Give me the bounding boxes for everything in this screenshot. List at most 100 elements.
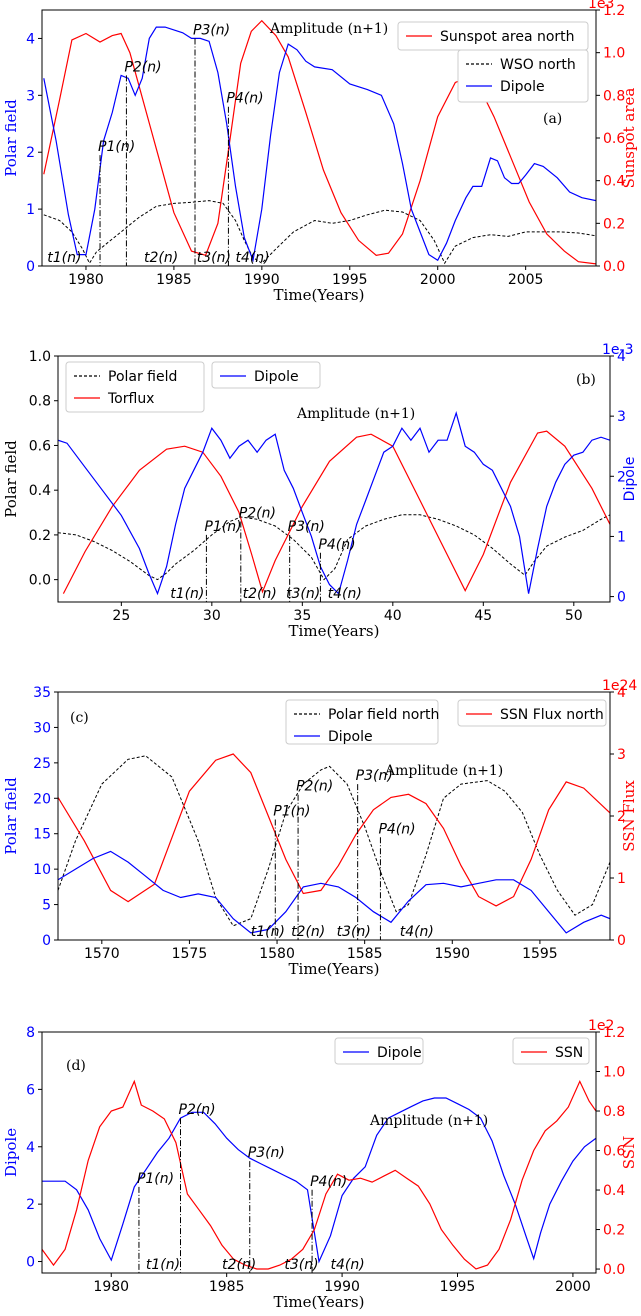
y-right-tick-label: 0.0 — [603, 1262, 625, 1278]
right-axis-exponent: 1e24 — [602, 678, 637, 694]
y-right-tick-label: 0.0 — [603, 259, 625, 275]
t-label-1: t1(n) — [251, 924, 285, 940]
legend-left: Dipole — [334, 1037, 424, 1065]
t-label-4: t4(n) — [400, 924, 434, 940]
y-left-tick-label: 20 — [33, 791, 51, 807]
legend-frame — [334, 1037, 424, 1065]
x-axis-label: Time(Years) — [274, 1293, 365, 1311]
x-axis-label: Time(Years) — [274, 286, 365, 304]
t-label-2: t2(n) — [144, 250, 178, 266]
y-right-tick-label: 0.8 — [603, 1104, 625, 1120]
y-right-axis-label: Sunspot area — [620, 88, 638, 189]
legend-right: Sunspot area north — [397, 21, 589, 51]
legend-entry: Sunspot area north — [440, 29, 575, 45]
x-tick-label: 35 — [293, 608, 311, 624]
marker-label-4: P4(n) — [378, 821, 415, 837]
series-line-1 — [58, 514, 610, 581]
x-tick-label: 1590 — [434, 946, 470, 962]
y-right-tick-label: 1.2 — [603, 1025, 625, 1041]
y-right-tick-label: 1 — [617, 871, 626, 887]
x-tick-label: 2005 — [508, 272, 544, 288]
x-axis-label: Time(Years) — [289, 622, 380, 640]
x-tick-label: 1980 — [68, 272, 104, 288]
y-right-tick-label: 0.8 — [603, 88, 625, 104]
marker-label-1: P1(n) — [273, 804, 310, 820]
y-left-tick-label: 4 — [26, 1140, 35, 1156]
series-line-1 — [43, 19, 596, 265]
y-right-tick-label: 2 — [617, 809, 626, 825]
y-left-tick-label: 0 — [26, 1255, 35, 1271]
legend-entry: Dipole — [254, 369, 299, 385]
marker-label-3: P3(n) — [193, 22, 230, 38]
marker-label-2: P2(n) — [296, 779, 333, 795]
t-label-2: t2(n) — [222, 1257, 256, 1273]
series-line-1 — [42, 1097, 596, 1264]
y-left-tick-label: 35 — [33, 685, 51, 701]
marker-label-1: P1(n) — [98, 139, 135, 155]
legend-entry: SSN Flux north — [500, 707, 604, 723]
t-label-3: t3(n) — [197, 250, 231, 266]
legend-frame — [65, 361, 205, 413]
marker-label-3: P3(n) — [356, 768, 393, 784]
y-right-tick-label: 1.0 — [603, 46, 625, 62]
y-left-tick-label: 4 — [26, 31, 35, 47]
t-label-2: t2(n) — [291, 924, 325, 940]
t-label-4: t4(n) — [331, 1257, 365, 1273]
x-axis-label: Time(Years) — [289, 960, 380, 978]
legend-entry: Dipole — [500, 79, 545, 95]
y-right-axis-label: SSN — [620, 1136, 638, 1169]
y-right-tick-label: 0.4 — [603, 1183, 625, 1199]
y-right-tick-label: 1.2 — [603, 3, 625, 19]
t-label-4: t4(n) — [235, 250, 269, 266]
legend-frame — [457, 699, 607, 727]
y-right-tick-label: 0 — [617, 590, 626, 606]
t-label-2: t2(n) — [243, 586, 277, 602]
x-tick-label: 1570 — [84, 946, 120, 962]
legend-left: Polar field north Dipole — [285, 699, 439, 745]
amplitude-annotation: Amplitude (n+1) — [269, 21, 388, 37]
series-line-2 — [62, 430, 610, 594]
y-right-axis-label: Dipole — [622, 457, 638, 502]
marker-label-1: P1(n) — [137, 1171, 174, 1187]
y-left-axis-label: Polar field — [2, 99, 20, 177]
y-left-tick-label: 0 — [26, 259, 35, 275]
marker-label-2: P2(n) — [124, 59, 161, 75]
x-tick-label: 1985 — [156, 272, 192, 288]
y-left-tick-label: 15 — [33, 827, 51, 843]
series-line-3 — [58, 411, 610, 596]
amplitude-annotation: Amplitude (n+1) — [369, 1113, 488, 1129]
y-left-tick-label: 0.4 — [29, 483, 51, 499]
right-axis-exponent: 1e2 — [588, 1018, 614, 1034]
series-line-2 — [42, 1079, 596, 1270]
y-left-tick-label: 0.8 — [29, 394, 51, 410]
x-tick-label: 1985 — [209, 1279, 245, 1295]
legend-entry: Polar field — [108, 369, 177, 385]
series-line-2 — [58, 753, 610, 907]
x-tick-label: 25 — [112, 608, 130, 624]
legend-entry: Polar field north — [328, 707, 439, 723]
marker-label-2: P2(n) — [179, 1102, 216, 1118]
y-left-tick-label: 10 — [33, 862, 51, 878]
chart-panel-2: P1(n)P2(n) P3(n) P4(n) t1(n) t2(n) t3(n) t4(n)… — [2, 342, 638, 640]
x-tick-label: 1585 — [347, 946, 383, 962]
legend-right: Dipole — [211, 361, 321, 389]
series-line-3 — [58, 850, 610, 934]
x-tick-label: 1980 — [93, 1279, 129, 1295]
y-left-tick-label: 0.2 — [29, 528, 51, 544]
t-label-1: t1(n) — [47, 250, 81, 266]
legend-frame — [285, 699, 439, 745]
y-right-tick-label: 3 — [617, 747, 626, 763]
t-label-3: t3(n) — [284, 1257, 318, 1273]
t-label-1: t1(n) — [170, 586, 204, 602]
x-tick-label: 1595 — [522, 946, 558, 962]
y-left-tick-label: 2 — [26, 145, 35, 161]
y-right-tick-label: 4 — [617, 349, 626, 365]
y-left-tick-label: 30 — [33, 720, 51, 736]
y-left-tick-label: 0 — [42, 933, 51, 949]
y-left-tick-label: 1.0 — [29, 349, 51, 365]
y-right-tick-label: 0.4 — [603, 174, 625, 190]
y-right-tick-label: 0.6 — [603, 1144, 625, 1160]
y-left-tick-label: 0.0 — [29, 573, 51, 589]
x-tick-label: 1580 — [259, 946, 295, 962]
